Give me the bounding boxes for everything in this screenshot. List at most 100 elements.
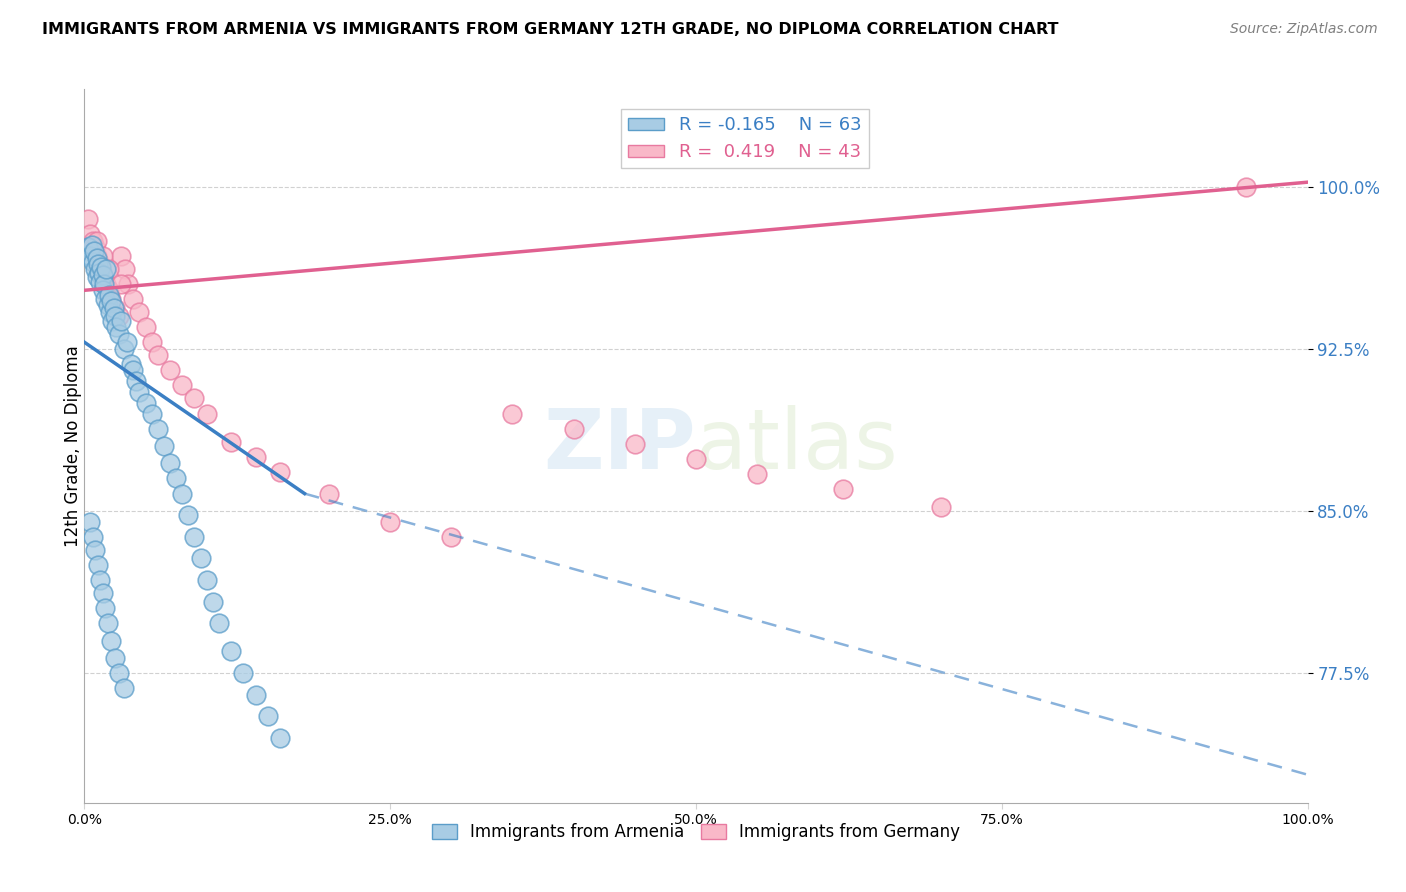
- Point: [82, 530, 104, 544]
- Point: [232, 666, 254, 681]
- Point: [93, 270, 115, 285]
- Point: [87, 266, 110, 280]
- Point: [245, 450, 267, 464]
- Point: [87, 255, 110, 269]
- Point: [141, 335, 163, 350]
- Point: [159, 456, 181, 470]
- Point: [135, 396, 157, 410]
- Point: [98, 305, 121, 319]
- Point: [89, 275, 111, 289]
- Point: [77, 211, 100, 226]
- Text: Source: ZipAtlas.com: Source: ZipAtlas.com: [1230, 22, 1378, 37]
- Point: [153, 439, 176, 453]
- Point: [929, 500, 952, 514]
- Point: [117, 277, 139, 291]
- Point: [91, 283, 114, 297]
- Point: [257, 709, 280, 723]
- Point: [89, 573, 111, 587]
- Point: [380, 515, 402, 529]
- Point: [93, 277, 115, 291]
- Point: [115, 335, 138, 350]
- Point: [91, 586, 114, 600]
- Point: [103, 301, 125, 315]
- Point: [110, 249, 132, 263]
- Point: [135, 320, 157, 334]
- Point: [97, 287, 120, 301]
- Point: [90, 260, 112, 274]
- Point: [97, 283, 120, 297]
- Point: [685, 452, 707, 467]
- Point: [91, 268, 114, 282]
- Point: [79, 249, 101, 263]
- Point: [165, 471, 187, 485]
- Point: [114, 261, 136, 276]
- Point: [79, 515, 101, 529]
- Point: [96, 261, 118, 276]
- Point: [94, 601, 117, 615]
- Text: ZIP: ZIP: [544, 406, 696, 486]
- Point: [125, 374, 148, 388]
- Point: [502, 407, 524, 421]
- Point: [97, 261, 120, 276]
- Point: [208, 616, 231, 631]
- Text: IMMIGRANTS FROM ARMENIA VS IMMIGRANTS FROM GERMANY 12TH GRADE, NO DIPLOMA CORREL: IMMIGRANTS FROM ARMENIA VS IMMIGRANTS FR…: [42, 22, 1059, 37]
- Point: [107, 666, 129, 681]
- Point: [245, 688, 267, 702]
- Point: [104, 301, 127, 315]
- Point: [183, 392, 205, 406]
- Point: [219, 644, 242, 658]
- Point: [96, 277, 118, 291]
- Point: [190, 551, 212, 566]
- Point: [747, 467, 769, 482]
- Point: [141, 407, 163, 421]
- Y-axis label: 12th Grade, No Diploma: 12th Grade, No Diploma: [65, 345, 82, 547]
- Text: atlas: atlas: [696, 406, 897, 486]
- Point: [80, 238, 103, 252]
- Point: [82, 255, 104, 269]
- Point: [84, 261, 107, 276]
- Point: [183, 530, 205, 544]
- Point: [86, 251, 108, 265]
- Point: [84, 240, 107, 254]
- Point: [87, 257, 110, 271]
- Point: [195, 407, 218, 421]
- Point: [122, 363, 145, 377]
- Point: [177, 508, 200, 523]
- Point: [562, 422, 585, 436]
- Point: [120, 357, 142, 371]
- Point: [1236, 179, 1258, 194]
- Point: [86, 270, 108, 285]
- Point: [146, 422, 169, 436]
- Point: [79, 227, 101, 241]
- Point: [100, 294, 122, 309]
- Point: [100, 292, 122, 306]
- Point: [128, 384, 150, 399]
- Point: [101, 313, 124, 327]
- Point: [112, 681, 135, 696]
- Point: [100, 633, 122, 648]
- Point: [87, 558, 110, 572]
- Point: [146, 348, 169, 362]
- Point: [83, 244, 105, 259]
- Point: [159, 363, 181, 377]
- Point: [86, 249, 108, 263]
- Point: [112, 342, 135, 356]
- Point: [195, 573, 218, 587]
- Point: [84, 542, 107, 557]
- Point: [269, 731, 291, 745]
- Point: [104, 651, 127, 665]
- Point: [77, 240, 100, 254]
- Point: [107, 310, 129, 324]
- Point: [82, 234, 104, 248]
- Legend: Immigrants from Armenia, Immigrants from Germany: Immigrants from Armenia, Immigrants from…: [425, 817, 967, 848]
- Point: [269, 465, 291, 479]
- Point: [94, 292, 117, 306]
- Point: [105, 320, 128, 334]
- Point: [122, 292, 145, 306]
- Point: [97, 298, 120, 312]
- Point: [107, 326, 129, 341]
- Point: [90, 261, 112, 276]
- Point: [110, 313, 132, 327]
- Point: [440, 530, 463, 544]
- Point: [172, 378, 194, 392]
